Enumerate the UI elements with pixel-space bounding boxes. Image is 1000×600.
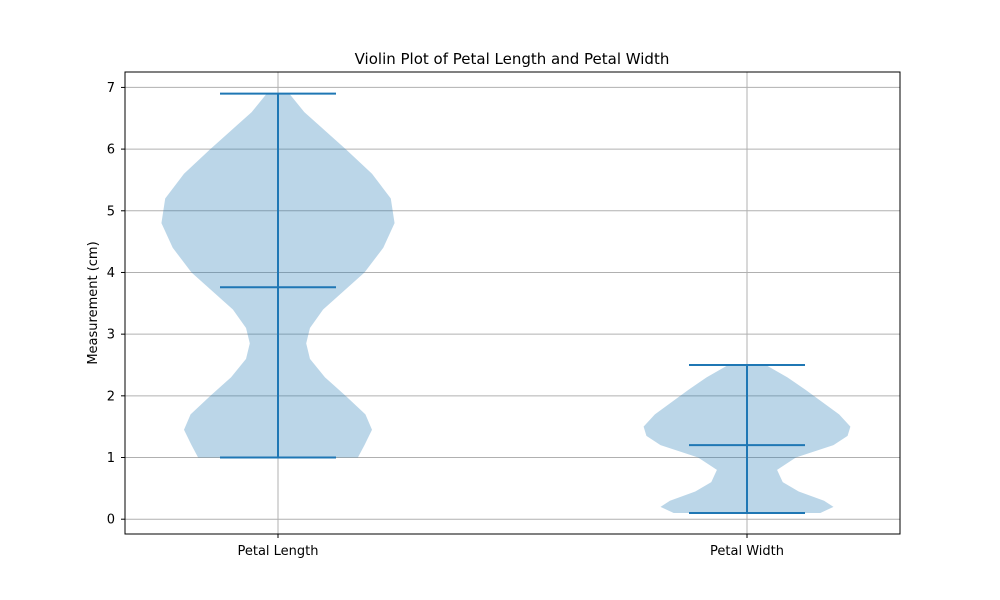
y-tick-label: 3 xyxy=(107,328,115,343)
x-tick-label: Petal Width xyxy=(710,544,784,559)
axis-ticks: 0 1 2 3 4 5 6 7 Petal Length Petal Width xyxy=(107,81,784,559)
y-axis-label: Measurement (cm) xyxy=(86,241,101,364)
y-tick-label: 7 xyxy=(107,81,115,96)
y-tick-label: 0 xyxy=(107,513,115,528)
plot-frame xyxy=(124,71,901,535)
y-tick-label: 5 xyxy=(107,204,115,219)
y-tick-label: 1 xyxy=(107,451,115,466)
x-tick-label: Petal Length xyxy=(237,544,318,559)
y-tick-label: 4 xyxy=(107,266,115,281)
chart-title: Violin Plot of Petal Length and Petal Wi… xyxy=(355,50,670,68)
violins xyxy=(161,92,851,515)
y-tick-label: 6 xyxy=(107,143,115,158)
y-tick-label: 2 xyxy=(107,389,115,404)
